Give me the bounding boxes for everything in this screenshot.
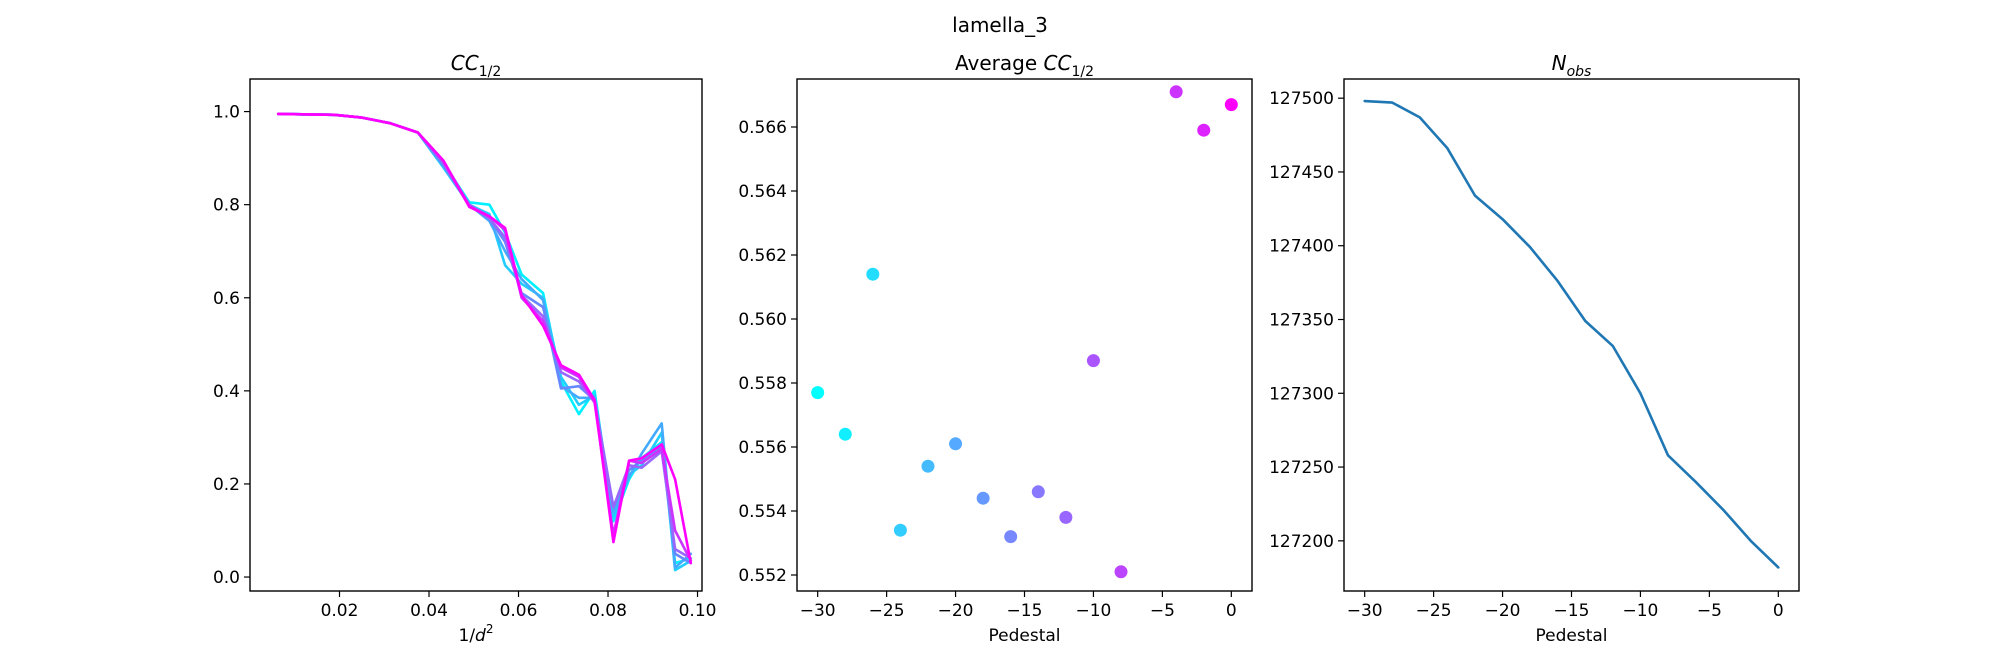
x-tick-label: −5	[1150, 601, 1175, 621]
scatter-point-10	[1086, 354, 1100, 368]
scatter-point-13	[1197, 123, 1211, 137]
x-tick-label: 0.08	[589, 601, 627, 621]
y-tick-label: 127500	[1269, 89, 1334, 109]
y-tick-label: 0.554	[738, 502, 787, 522]
cc-half-panel: 0.02 0.04 0.06 0.08 0.10 0.0 0.2 0.4 0.6 0.8 1.0 CC…	[213, 51, 717, 646]
y-tick-label: 127350	[1269, 311, 1334, 331]
series-line-4	[276, 112, 693, 560]
x-tick-label: −15	[1007, 601, 1043, 621]
y-tick-label: 0.0	[213, 568, 240, 588]
y-tick-label: 0.562	[738, 246, 787, 266]
x-tick-label: −30	[800, 601, 836, 621]
scatter-point-4	[921, 459, 935, 473]
x-tick-label: −10	[1075, 601, 1111, 621]
y-tick-label: 127400	[1269, 237, 1334, 257]
x-tick-label: −10	[1622, 601, 1658, 621]
y-tick-label: 0.558	[738, 374, 787, 394]
y-tick-label: 0.564	[738, 182, 787, 202]
figure-suptitle: lamella_3	[952, 13, 1048, 37]
y-tick-label: 0.556	[738, 438, 787, 458]
panel-title: Nobs	[1552, 51, 1592, 80]
axes-frame	[249, 78, 703, 592]
x-tick-label: 0.04	[410, 601, 448, 621]
x-tick-label: −30	[1347, 601, 1383, 621]
scatter-point-3	[893, 523, 907, 537]
series-line-0	[1363, 99, 1780, 569]
scatter-point-6	[976, 491, 990, 505]
scatter-point-12	[1169, 85, 1183, 99]
x-axis-label: Pedestal	[988, 626, 1060, 646]
x-axis-label: 1/d2	[459, 622, 494, 646]
panel-title: CC1/2	[451, 51, 501, 80]
x-tick-label: 0.06	[500, 601, 538, 621]
series-line-1	[276, 112, 693, 572]
axes-frame	[796, 78, 1253, 592]
series-line-3	[276, 112, 693, 565]
series-line-6	[276, 112, 693, 565]
y-tick-label: 1.0	[213, 103, 240, 123]
y-tick-label: 127200	[1269, 532, 1334, 552]
scatter-point-14	[1224, 98, 1238, 112]
y-tick-label: 0.6	[213, 289, 240, 309]
panel-title: Average CC1/2	[955, 51, 1094, 80]
series-line-5	[276, 112, 693, 563]
y-tick-label: 0.560	[738, 310, 787, 330]
series-line-0	[276, 112, 693, 565]
y-tick-label: 0.8	[213, 196, 240, 216]
scatter-point-11	[1114, 565, 1128, 579]
y-tick-label: 0.566	[738, 118, 787, 138]
scatter-point-5	[949, 437, 963, 451]
x-tick-label: 0	[1773, 601, 1784, 621]
x-axis-label: Pedestal	[1535, 626, 1607, 646]
x-tick-label: −5	[1697, 601, 1722, 621]
scatter-point-2	[866, 267, 880, 281]
scatter-point-8	[1031, 485, 1045, 499]
y-tick-label: 127450	[1269, 163, 1334, 183]
x-tick-label: −20	[1485, 601, 1521, 621]
y-tick-label: 0.552	[738, 566, 787, 586]
x-tick-label: 0.10	[679, 601, 717, 621]
y-tick-label: 0.4	[213, 382, 240, 402]
x-tick-label: 0	[1226, 601, 1237, 621]
x-tick-label: −15	[1554, 601, 1590, 621]
x-tick-label: −20	[938, 601, 974, 621]
y-tick-label: 127300	[1269, 384, 1334, 404]
axes-frame	[1343, 78, 1800, 592]
scatter-point-0	[811, 386, 825, 400]
x-tick-label: 0.02	[321, 601, 359, 621]
average-cc-half-panel: −30 −25 −20 −15 −10 −5 0 0.552 0.554 0.556 0.558 0.…	[738, 51, 1253, 646]
scatter-point-9	[1059, 510, 1073, 524]
y-tick-label: 0.2	[213, 475, 240, 495]
scatter-point-7	[1004, 530, 1018, 544]
y-tick-label: 127250	[1269, 458, 1334, 478]
x-tick-label: −25	[869, 601, 905, 621]
scatter-point-1	[838, 427, 852, 441]
series-line-2	[276, 112, 693, 570]
x-tick-label: −25	[1416, 601, 1452, 621]
n-obs-panel: −30 −25 −20 −15 −10 −5 0 127200 127250 127300 1273…	[1269, 51, 1800, 646]
